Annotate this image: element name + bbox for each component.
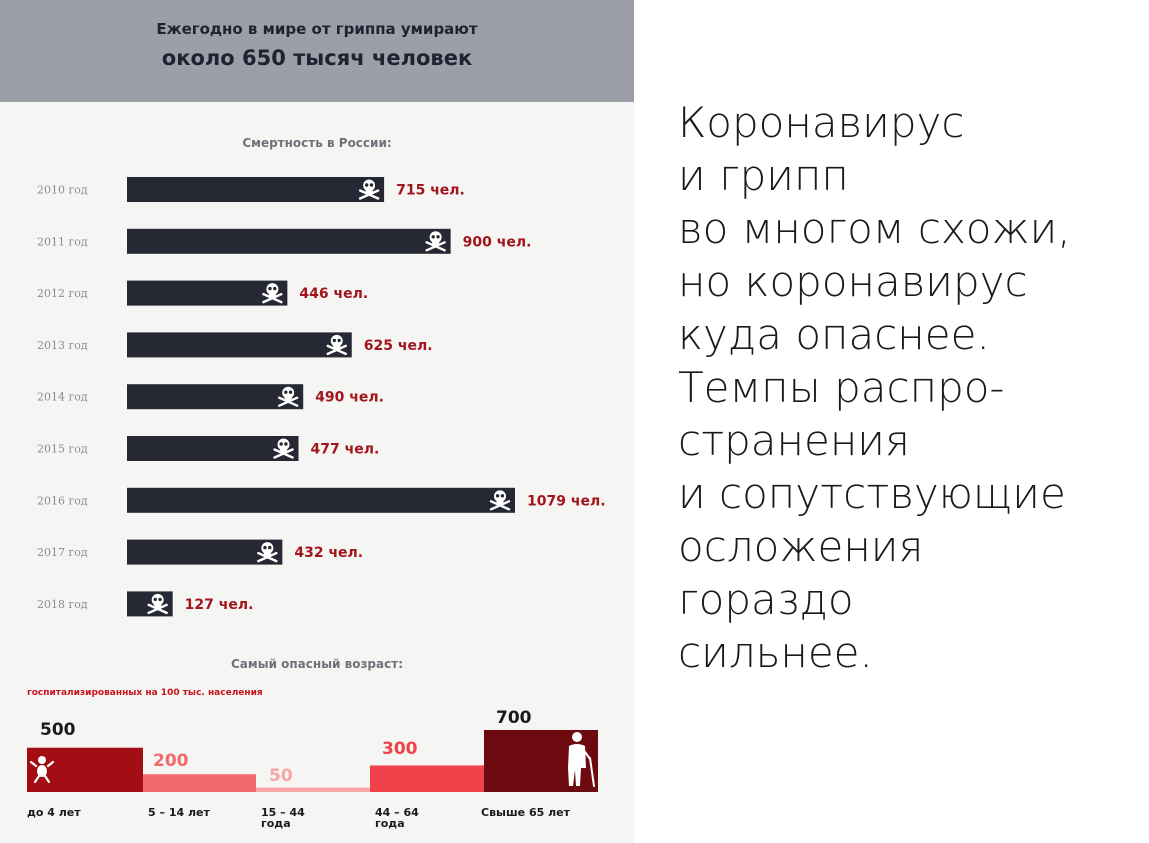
bar-value-label: 900 чел. — [463, 234, 532, 250]
bar-category-label: 2013 год — [37, 339, 88, 352]
elderly-person-icon — [568, 732, 595, 787]
skull-crossbones-icon — [147, 593, 168, 615]
age-value-label: 500 — [40, 720, 76, 740]
mortality-bar — [127, 228, 451, 254]
skull-crossbones-icon — [278, 386, 299, 407]
skull-crossbones-icon — [326, 334, 347, 356]
bar-category-label: 2014 год — [37, 391, 88, 404]
mortality-bar — [127, 280, 288, 306]
bar-category-label: 2016 год — [37, 494, 88, 507]
side-text-line: во многом схожи, — [678, 204, 1071, 253]
bar-category-label: 2015 год — [37, 443, 88, 456]
age-value-label: 200 — [153, 751, 189, 771]
bar-category-label: 2011 год — [37, 235, 88, 248]
bar-value-label: 625 чел. — [364, 338, 433, 354]
age-value-label: 50 — [269, 766, 293, 786]
age-category-label: 44 – 64 года — [375, 806, 419, 830]
bar-value-label: 477 чел. — [311, 442, 380, 458]
age-category-label: 15 – 44 года — [261, 806, 305, 830]
side-text-line: но коронавирус — [678, 257, 1028, 306]
skull-crossbones-icon — [358, 179, 380, 200]
mortality-chart-title: Смертность в России: — [242, 136, 392, 150]
bar-value-label: 1079 чел. — [527, 493, 606, 509]
side-text-line: осложения — [678, 522, 924, 571]
age-value-label: 700 — [496, 708, 532, 728]
age-bar-chart: 500 до 4 лет 200 5 – 14 лет 50 15 – 44 года 300… — [27, 708, 598, 830]
side-text-line: Коронавирус — [678, 98, 965, 147]
age-chart-title: Самый опасный возраст: — [231, 657, 403, 671]
skull-crossbones-icon — [273, 438, 294, 459]
mortality-bar — [127, 487, 515, 513]
skull-crossbones-icon — [262, 283, 283, 304]
side-text-line: сильнее. — [678, 628, 873, 677]
mortality-bar — [127, 539, 283, 565]
mortality-bar — [127, 177, 385, 202]
age-bar — [256, 787, 370, 792]
age-category-label: до 4 лет — [27, 806, 81, 819]
side-text-line: и грипп — [678, 151, 849, 200]
bar-category-label: 2010 год — [37, 184, 88, 197]
age-bar — [143, 774, 256, 792]
header-line-2: около 650 тысяч человек — [161, 46, 473, 70]
bar-value-label: 432 чел. — [294, 545, 363, 561]
age-category-label: Свыше 65 лет — [481, 806, 571, 819]
bar-category-label: 2012 год — [37, 287, 88, 300]
baby-icon — [29, 756, 55, 784]
mortality-bar-chart: 2010 год 715 чел. 2011 год 900 чел. 2012 год… — [37, 177, 606, 617]
age-category-label: 5 – 14 лет — [148, 806, 210, 819]
infographic-header: Ежегодно в мире от гриппа умирают около … — [0, 0, 634, 102]
bar-category-label: 2018 год — [37, 598, 88, 611]
side-text-line: Темпы распро- — [678, 363, 1005, 412]
age-bar — [370, 765, 484, 792]
mortality-bar — [127, 332, 352, 358]
side-text-line: и сопутствующие — [678, 469, 1066, 518]
bar-category-label: 2017 год — [37, 546, 88, 559]
infographic-panel: Ежегодно в мире от гриппа умирают около … — [0, 0, 634, 843]
side-text-line: гораздо — [678, 575, 854, 624]
header-line-1: Ежегодно в мире от гриппа умирают — [156, 20, 478, 38]
mortality-bar — [127, 384, 304, 410]
side-text: Коронавирус и грипп во многом схожи, но кор… — [678, 96, 1138, 679]
side-text-line: куда опаснее. — [678, 310, 990, 359]
bar-value-label: 715 чел. — [396, 183, 465, 199]
bar-value-label: 127 чел. — [185, 597, 254, 613]
skull-crossbones-icon — [425, 231, 446, 252]
bar-value-label: 490 чел. — [315, 390, 384, 406]
age-chart-subtitle: госпитализированных на 100 тыс. населени… — [27, 688, 263, 698]
side-text-line: странения — [678, 416, 910, 465]
mortality-bar — [127, 436, 299, 461]
bar-value-label: 446 чел. — [299, 286, 368, 302]
skull-crossbones-icon — [489, 490, 511, 511]
skull-crossbones-icon — [257, 542, 278, 563]
age-value-label: 300 — [382, 739, 418, 759]
